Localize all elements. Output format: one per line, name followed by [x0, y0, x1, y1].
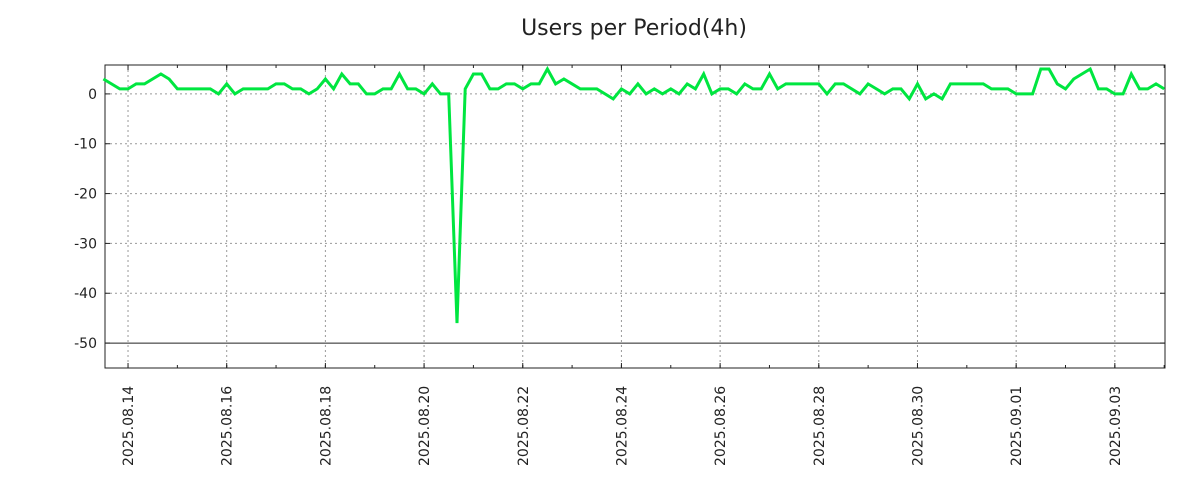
- x-tick-label: 2025.09.01: [1009, 386, 1025, 466]
- x-tick-label: 2025.08.18: [318, 386, 334, 466]
- chart-title: Users per Period(4h): [521, 16, 747, 41]
- x-tick-label: 2025.08.22: [516, 386, 532, 466]
- series-line-users: [102, 65, 1165, 324]
- x-tick-label: 2025.08.16: [220, 386, 236, 466]
- x-tick-label: 2025.08.24: [614, 386, 630, 466]
- x-tick-label: 2025.08.26: [713, 386, 729, 466]
- y-tick-label: 0: [88, 87, 97, 103]
- y-tick-label: -50: [74, 336, 97, 352]
- x-tick-label: 2025.09.03: [1108, 386, 1124, 466]
- plot-frame: [104, 64, 1166, 369]
- y-tick-label: -40: [74, 286, 97, 302]
- y-tick-label: -10: [74, 137, 97, 153]
- x-tick-label: 2025.08.14: [121, 386, 137, 466]
- x-tick-label: 2025.08.28: [812, 386, 828, 466]
- y-tick-label: -20: [74, 187, 97, 203]
- x-tick-label: 2025.08.20: [417, 386, 433, 466]
- y-tick-label: -30: [74, 236, 97, 252]
- x-tick-label: 2025.08.30: [910, 386, 926, 466]
